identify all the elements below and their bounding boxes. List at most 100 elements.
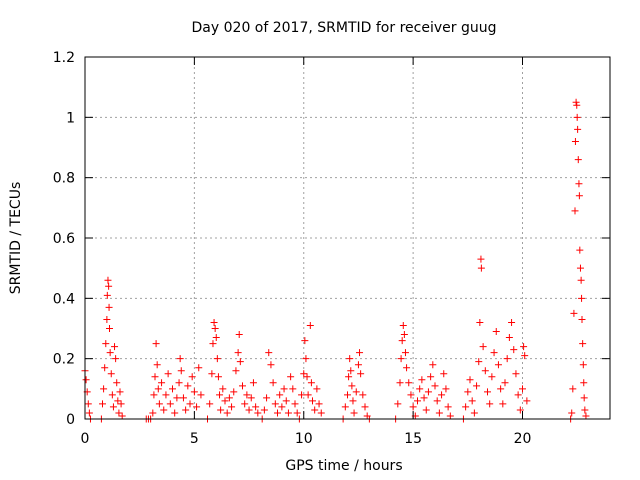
data-point xyxy=(401,349,409,357)
data-point xyxy=(221,397,229,405)
data-point xyxy=(579,361,587,369)
data-point xyxy=(252,403,260,411)
data-point xyxy=(103,291,111,299)
data-point xyxy=(114,397,122,405)
data-point xyxy=(519,385,526,393)
data-point xyxy=(278,403,286,411)
y-tick-label: 0.2 xyxy=(53,352,75,368)
data-point xyxy=(112,355,120,363)
data-point xyxy=(169,385,176,393)
data-point xyxy=(116,388,124,396)
y-tick-label: 1 xyxy=(66,110,75,126)
y-axis-title: SRMTID / TECUs xyxy=(8,182,24,295)
x-tick-label: 10 xyxy=(295,431,313,447)
data-point xyxy=(429,361,437,369)
data-point xyxy=(106,325,113,332)
data-point xyxy=(276,391,284,399)
data-point xyxy=(239,382,246,390)
data-point xyxy=(195,364,203,372)
data-point xyxy=(444,403,452,411)
data-point xyxy=(571,207,579,215)
data-point xyxy=(212,334,220,342)
data-point xyxy=(345,373,353,381)
data-point xyxy=(293,409,301,417)
x-tick-label: 15 xyxy=(404,431,422,447)
data-point xyxy=(361,403,369,411)
y-tick-label: 1.2 xyxy=(53,50,75,66)
data-point xyxy=(462,403,470,411)
data-point xyxy=(158,379,166,387)
x-tick-label: 20 xyxy=(514,431,532,447)
data-point xyxy=(357,370,365,378)
data-point xyxy=(105,282,113,290)
data-point xyxy=(433,397,441,405)
data-point xyxy=(403,364,411,372)
data-point xyxy=(473,382,481,390)
data-point xyxy=(217,406,225,414)
data-point xyxy=(405,379,413,387)
data-point xyxy=(106,349,114,357)
data-point xyxy=(225,394,233,402)
data-point xyxy=(103,315,111,323)
y-tick-label: 0.6 xyxy=(53,231,75,247)
data-point xyxy=(409,403,417,411)
data-point xyxy=(214,373,222,381)
data-point xyxy=(190,388,198,396)
data-point xyxy=(494,361,502,369)
data-point xyxy=(228,403,236,411)
data-point xyxy=(287,373,295,381)
data-point xyxy=(211,325,219,332)
data-point xyxy=(184,382,192,390)
data-point xyxy=(213,355,221,363)
data-point xyxy=(576,264,584,272)
data-point xyxy=(193,403,201,411)
data-point xyxy=(160,406,168,414)
data-point xyxy=(153,361,161,369)
data-point xyxy=(488,373,496,381)
data-point xyxy=(84,400,92,408)
data-point xyxy=(354,361,362,369)
axis-ticks: 0 5 10 15 20 0 0.2 0.4 0.6 0.8 1 1.2 xyxy=(53,50,610,447)
data-point xyxy=(99,400,106,408)
data-point xyxy=(280,385,288,393)
data-point xyxy=(113,379,121,387)
data-point xyxy=(490,349,498,357)
data-point xyxy=(356,349,364,357)
data-point xyxy=(104,276,112,284)
data-point xyxy=(102,340,110,348)
data-point xyxy=(442,385,450,393)
data-point xyxy=(572,98,580,106)
data-point xyxy=(466,376,474,384)
data-point xyxy=(210,318,218,326)
data-point xyxy=(317,409,325,417)
data-point xyxy=(576,246,584,254)
data-point xyxy=(216,391,224,399)
data-point xyxy=(300,370,308,378)
data-point xyxy=(209,340,217,348)
data-point xyxy=(304,391,312,399)
data-point xyxy=(302,355,310,363)
data-point xyxy=(568,409,576,417)
data-point xyxy=(359,391,367,399)
data-point xyxy=(162,391,170,399)
data-point xyxy=(464,388,472,396)
data-point xyxy=(301,337,309,345)
data-point xyxy=(484,388,491,396)
data-point xyxy=(505,334,513,342)
data-point xyxy=(313,385,321,393)
data-point xyxy=(440,370,448,378)
data-point xyxy=(577,276,585,284)
data-point xyxy=(420,394,428,402)
data-point xyxy=(223,409,231,417)
data-point xyxy=(501,379,509,387)
data-point xyxy=(173,394,181,402)
y-tick-label: 0 xyxy=(66,412,75,428)
data-point xyxy=(396,379,404,387)
x-tick-label: 0 xyxy=(81,431,90,447)
data-point xyxy=(105,303,113,311)
data-point xyxy=(574,156,582,164)
data-point xyxy=(349,397,357,405)
data-point xyxy=(241,400,249,408)
data-point xyxy=(481,367,489,375)
data-point xyxy=(152,340,160,348)
